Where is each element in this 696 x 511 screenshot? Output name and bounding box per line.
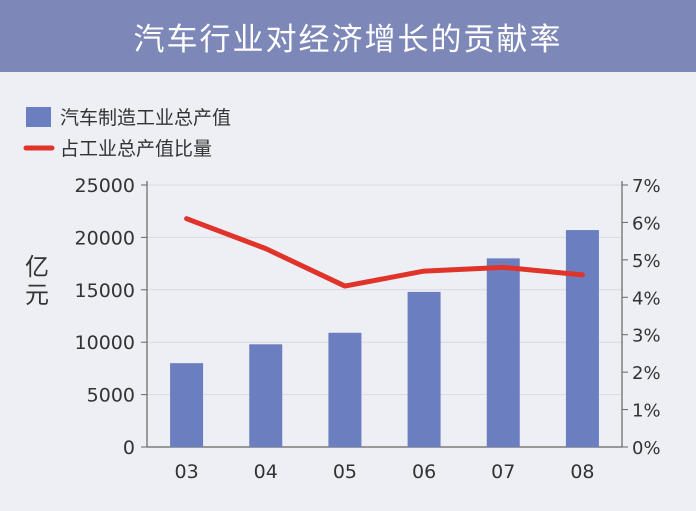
y-axis-unit-char-1: 元	[25, 281, 49, 309]
x-tick-label-0: 03	[174, 461, 198, 483]
legend-label-bar: 汽车制造工业总产值	[60, 107, 231, 129]
x-tick-label-2: 05	[333, 461, 357, 483]
y-left-tick-label-1: 5000	[87, 385, 135, 407]
y-left-tick-label-5: 25000	[75, 175, 135, 197]
y-right-tick-label-0: 0%	[632, 438, 661, 459]
y-left-tick-label-4: 20000	[75, 227, 135, 249]
y-left-tick-label-0: 0	[123, 437, 135, 459]
legend-swatch-bar	[26, 107, 51, 127]
chart-svg: 0 5000 10000 15000 20000 25000 0% 1% 2% 3% 4% 5% 6% 7…	[23, 107, 661, 483]
bar-05	[328, 332, 362, 447]
y-right-tick-label-7: 7%	[632, 176, 661, 197]
y-right-tick-label-4: 4%	[632, 288, 661, 309]
x-tick-label-3: 06	[412, 461, 436, 483]
y-right-tick-label-2: 2%	[632, 363, 661, 384]
bar-03	[170, 363, 204, 447]
legend-label-line: 占工业总产值比量	[60, 138, 212, 160]
bar-08	[565, 230, 599, 447]
y-right-tick-label-6: 6%	[632, 213, 661, 234]
x-tick-label-5: 08	[570, 461, 594, 483]
chart-title: 汽车行业对经济增长的贡献率	[133, 21, 563, 58]
y-left-tick-label-2: 10000	[75, 332, 135, 354]
bar-06	[407, 291, 441, 447]
x-tick-label-1: 04	[254, 461, 278, 483]
bar-07	[486, 258, 520, 447]
y-right-tick-label-5: 5%	[632, 251, 661, 272]
title-bar: 汽车行业对经济增长的贡献率	[0, 0, 696, 72]
y-axis-unit-char-0: 亿	[25, 253, 49, 281]
y-right-tick-label-1: 1%	[632, 401, 661, 422]
line-series-share	[184, 216, 585, 289]
y-right-tick-label-3: 3%	[632, 326, 661, 347]
x-tick-label-4: 07	[491, 461, 515, 483]
bar-04	[249, 344, 283, 447]
y-left-tick-label-3: 15000	[75, 280, 135, 302]
